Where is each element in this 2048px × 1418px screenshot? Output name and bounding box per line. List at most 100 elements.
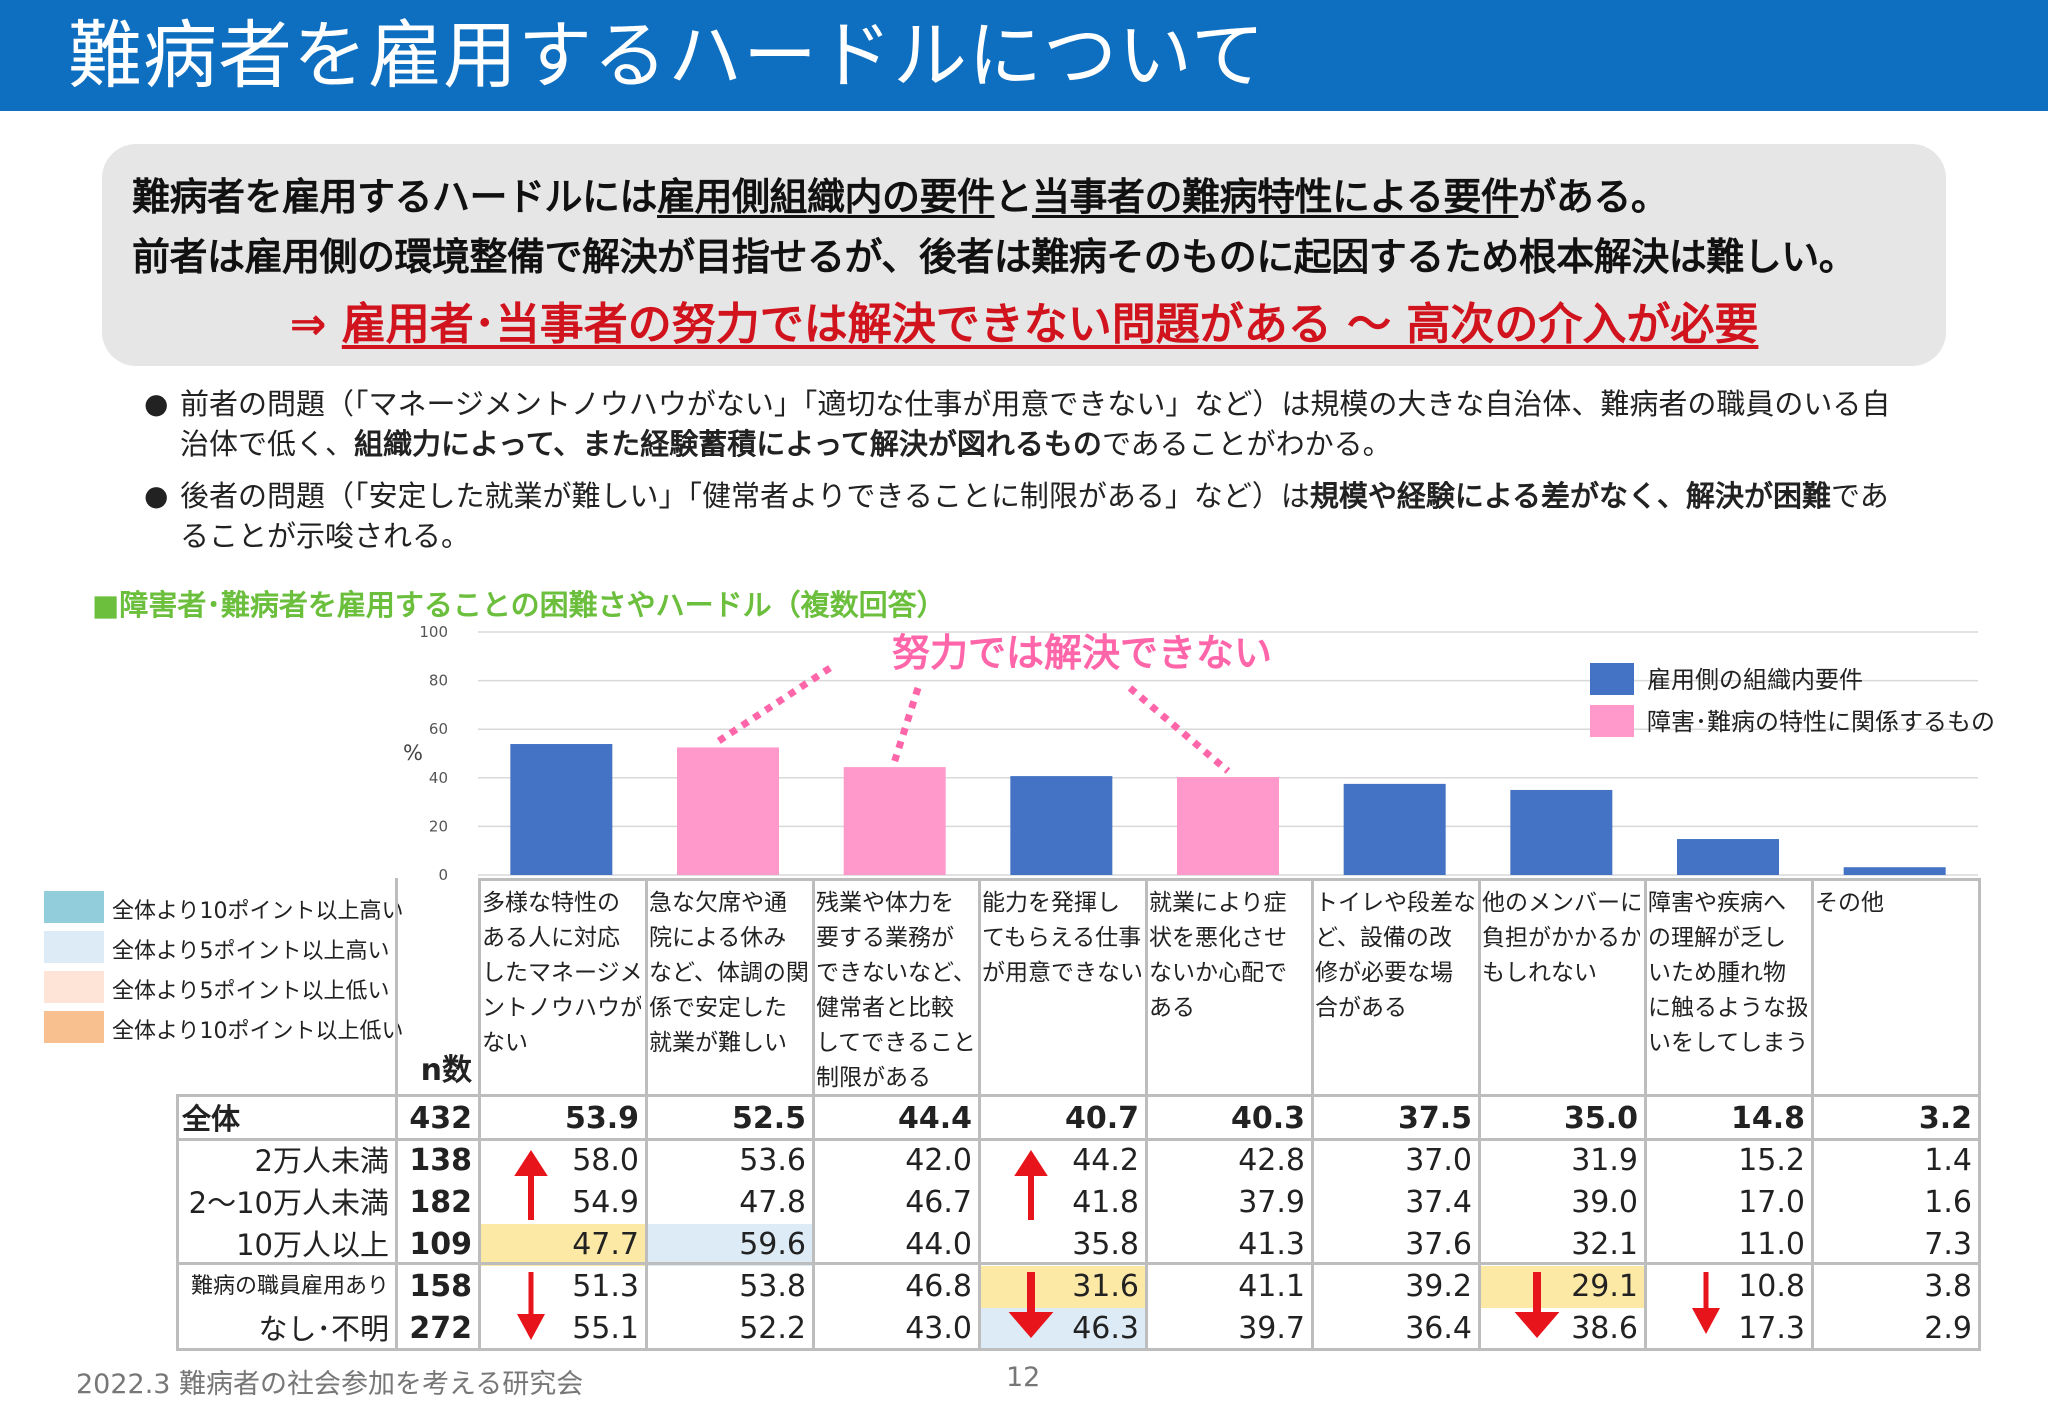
summary-line-2: 前者は雇用側の環境整備で解決が目指せるが、後者は難病そのものに起因するため根本解… [132,235,1857,279]
footer-source: 2022.3 難病者の社会参加を考える研究会 [76,1369,584,1400]
column-header-line: ど、設備の改 [1315,925,1452,951]
column-header-line: 要する業務が [816,925,954,951]
arrow-head [517,1314,545,1340]
column-header-line: ある [1149,995,1195,1021]
table-cell: 31.9 [1571,1143,1638,1178]
page-title: 難病者を雇用するハードルについて [68,13,1266,99]
bullet-text: であることがわかる。 [1101,427,1392,461]
column-header-line: いため腫れ物 [1648,960,1786,986]
summary-box: 難病者を雇用するハードルには雇用側組織内の要件と当事者の難病特性による要件がある… [102,144,1946,366]
summary-line-1: 難病者を雇用するハードルには雇用側組織内の要件と当事者の難病特性による要件がある… [132,166,1669,221]
table-cell: 44.4 [897,1101,972,1136]
table-cell: 41.1 [1238,1269,1305,1304]
table-border [1478,878,1481,1351]
table-cell: 35.0 [1563,1101,1638,1136]
table-cell: 44.2 [1072,1143,1139,1178]
n-value: 138 [409,1143,472,1178]
bar [1010,776,1113,875]
table-cell: 52.2 [739,1311,806,1346]
table-border [176,1094,1978,1097]
column-header-line: の理解が乏し [1648,925,1786,951]
column-header-line: できないなど、 [816,960,974,986]
bullet-1: ● 前者の問題（「マネージメントノウハウがない」「適切な仕事が用意できない」など… [144,384,1900,464]
n-value: 182 [409,1185,472,1220]
up-arrow-icon [514,1150,548,1220]
column-header-line: 障害や疾病へ [1648,890,1786,916]
column-header-line: ない [482,1030,528,1056]
table-border [478,878,481,1351]
y-axis-label: % [403,741,423,765]
column-header-line: 修が必要な場 [1315,960,1453,986]
table-cell: 41.8 [1072,1185,1139,1220]
table-border [1978,878,1981,1351]
column-header: 障害や疾病へ の理解が乏し いため腫れ物 に触るような扱 いをしてしまう [1644,880,1811,1067]
header-bar: 難病者を雇用するハードルについて [0,0,2048,111]
table-cell: 40.7 [1064,1101,1139,1136]
table-cell: 37.4 [1405,1185,1472,1220]
n-value: 109 [409,1227,472,1262]
highlight-legend-swatch [44,1011,104,1043]
bar [1677,839,1779,875]
summary-emphasis: 雇用側組織内の要件 [657,175,995,219]
legend-label: 障害･難病の特性に関係するもの [1647,708,1995,736]
page-number: 12 [1006,1362,1041,1393]
highlight-cell [645,1224,812,1266]
table-cell: 47.7 [572,1227,639,1262]
table-cell: 44.0 [905,1227,972,1262]
highlight-legend-label: 全体より5ポイント以上低い [112,979,390,1004]
table-border [978,878,981,1351]
column-header-line: ないか心配で [1149,960,1287,986]
highlight-cell [978,1308,1145,1350]
column-header: 能力を発揮し てもらえる仕事 が用意できない [978,880,1145,997]
column-header-line: 多様な特性の [482,890,620,916]
bullet-emphasis: 規模や経験による差がなく、解決が困難 [1309,479,1831,513]
table-cell: 46.3 [1072,1311,1139,1346]
table-cell: 2.9 [1924,1311,1972,1346]
table-cell: 7.3 [1924,1227,1972,1262]
column-header-line: など、体調の関 [649,960,808,986]
y-tick-label: 80 [429,672,448,690]
row-label: 2万人未満 [254,1144,389,1178]
n-value: 158 [409,1269,472,1304]
column-header-line: 合がある [1315,995,1407,1021]
table-cell: 11.0 [1738,1227,1805,1262]
table-border [176,1348,1978,1351]
y-tick-label: 60 [429,720,448,738]
legend-swatch [1590,663,1634,695]
table-cell: 39.2 [1405,1269,1472,1304]
table-border [812,878,815,1351]
bullet-2: ● 後者の問題（「安定した就業が難しい」「健常者よりできることに制限がある」など… [144,476,1900,556]
bar [510,744,613,875]
column-header-line: 就業により症 [1149,890,1287,916]
arrow-head [1014,1150,1048,1176]
highlight-legend-label: 全体より10ポイント以上低い [112,1019,404,1044]
bar [1510,789,1613,875]
legend-swatch [1590,705,1634,737]
bullet-dot-icon: ● [144,387,169,420]
conclusion-text: 雇用者･当事者の努力では解決できない問題がある ～ 高次の介入が必要 [341,299,1759,350]
highlight-legend-swatch [44,891,104,923]
table-cell: 41.3 [1238,1227,1305,1262]
table-cell: 1.6 [1924,1185,1972,1220]
column-header: その他 [1811,880,1978,927]
table-cell: 15.2 [1738,1143,1805,1178]
up-arrow-icon [1014,1150,1048,1220]
conclusion: ⇒ 雇用者･当事者の努力では解決できない問題がある ～ 高次の介入が必要 [102,288,1946,352]
table-cell: 37.6 [1405,1227,1472,1262]
table-cell: 3.2 [1918,1101,1972,1136]
row-label: 難病の職員雇用あり [190,1274,389,1299]
column-header-line: したマネージメ [482,960,641,986]
table-border [1811,878,1814,1351]
table-cell: 43.0 [905,1311,972,1346]
table-border [176,1138,1978,1141]
arrow-head [1514,1312,1560,1338]
highlight-legend-swatch [44,931,104,963]
table-cell: 14.8 [1730,1101,1805,1136]
y-tick-label: 20 [429,817,448,835]
bullet-text: 後者の問題（「安定した就業が難しい」「健常者よりできることに制限がある」など）は [180,479,1310,513]
column-header-line: その他 [1815,890,1884,916]
highlight-legend-label: 全体より5ポイント以上高い [112,939,390,964]
column-header-line: 就業が難しい [649,1030,787,1056]
